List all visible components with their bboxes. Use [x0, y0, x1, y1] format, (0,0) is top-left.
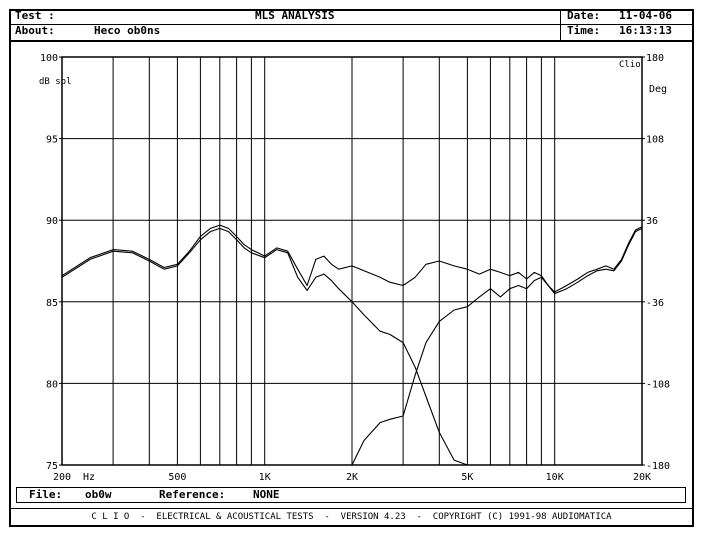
date-label: Date:: [567, 9, 601, 22]
file-label: File:: [29, 488, 63, 501]
y-tick-label: 75: [46, 461, 58, 472]
y2-axis-label: Deg: [649, 84, 667, 95]
y2-tick-label: 36: [646, 216, 658, 227]
y2-tick-label: -108: [646, 379, 670, 390]
y-tick-label: 95: [46, 135, 58, 146]
reference-label: Reference:: [159, 488, 226, 501]
file-bar: File: ob0w Reference: NONE: [16, 487, 686, 503]
date-value: 11-04-06: [619, 9, 672, 22]
response-curve: [61, 224, 643, 293]
x-tick-label: 500: [168, 472, 186, 483]
file-value: ob0w: [85, 488, 112, 501]
time-label: Time:: [567, 24, 601, 37]
y2-tick-label: 108: [646, 135, 664, 146]
response-curves: [61, 224, 643, 466]
about-value: Heco ob0ns: [94, 24, 161, 37]
clio-corner-label: Clio: [619, 60, 641, 70]
window-frame: [9, 9, 694, 527]
header-row-test: Test : MLS ANALYSIS Date: 11-04-06: [9, 9, 694, 25]
vertical-gridlines: [112, 57, 556, 465]
x-tick-label: 5K: [461, 472, 473, 483]
y2-tick-label: -36: [646, 298, 664, 309]
x-axis-unit-label: Hz: [83, 472, 95, 483]
x-axis-ticks: 200 500 1K 2K 5K 10K 20K: [53, 472, 651, 483]
header-panel: Test : MLS ANALYSIS Date: 11-04-06 About…: [9, 9, 694, 42]
y-axis-label-db: dB spl: [39, 77, 72, 87]
left-axis-ticks: 100 95 90 85 80 75: [40, 53, 62, 472]
test-label: Test :: [15, 9, 55, 22]
copyright-bar: C L I O - ELECTRICAL & ACOUSTICAL TESTS …: [9, 508, 694, 527]
right-axis-ticks: 180 108 36 -36 -108 -180: [642, 53, 670, 472]
y-tick-label: 100: [40, 53, 58, 64]
x-tick-label: 2K: [346, 472, 358, 483]
about-label: About:: [15, 24, 55, 37]
y2-tick-label: -180: [646, 461, 670, 472]
reference-value: NONE: [253, 488, 280, 501]
time-value: 16:13:13: [619, 24, 672, 37]
y-tick-label: 80: [46, 379, 58, 390]
y-tick-label: 85: [46, 298, 58, 309]
analysis-title: MLS ANALYSIS: [255, 9, 335, 22]
y2-tick-label: 180: [646, 53, 664, 64]
horizontal-gridlines: [62, 138, 642, 384]
header-row-about: About: Heco ob0ns Time: 16:13:13: [9, 24, 694, 42]
response-curve: [61, 227, 468, 466]
x-tick-label: 20K: [633, 472, 651, 483]
response-curve: [351, 227, 643, 466]
x-tick-label: 1K: [259, 472, 271, 483]
y-tick-label: 90: [46, 216, 58, 227]
header-divider: [560, 9, 561, 40]
x-tick-label: 200: [53, 472, 71, 483]
x-tick-label: 10K: [546, 472, 564, 483]
